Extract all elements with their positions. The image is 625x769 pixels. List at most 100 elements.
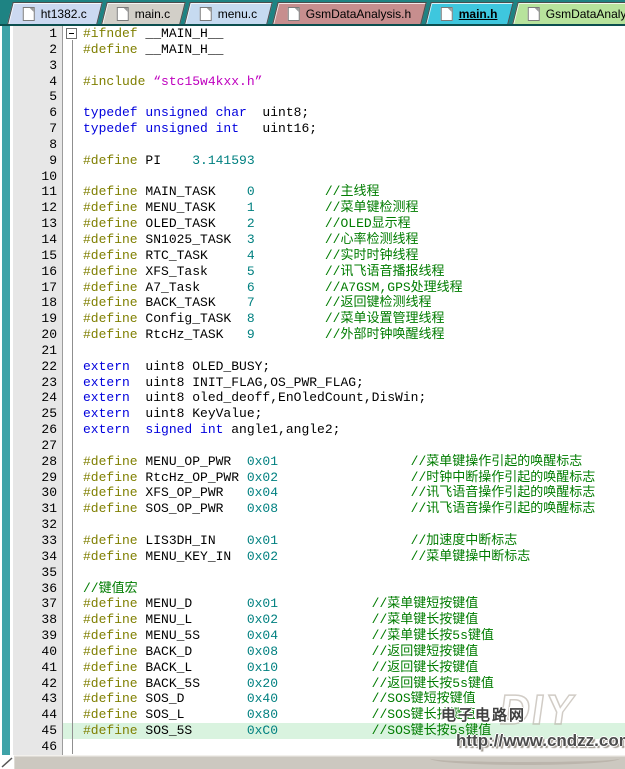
code-line[interactable]: 38 #define MENU_L 0x02 //菜单键长按键值 [13,612,625,629]
watermark-url: http://www.cndzz.com/ [456,731,625,750]
fold-guide-line [72,40,73,754]
line-number: 1 [13,26,63,42]
watermark-swoosh [430,752,620,765]
tab-label: GsmDataAnalysis.c [545,6,625,21]
resize-grip-icon [0,755,14,769]
code-line[interactable]: 39 #define MENU_5S 0x04 //菜单键长按5s键值 [13,628,625,644]
code-line[interactable]: 40 #define BACK_D 0x08 //返回键短按键值 [13,643,625,660]
code-line[interactable]: 19 #define Config_TASK 8 //菜单设置管理线程 [13,311,625,328]
code-text: #define MENU_L 0x02 //菜单键长按键值 [83,612,479,628]
code-text: #ifndef __MAIN_H__ [83,26,224,41]
line-number: 18 [13,295,63,312]
code-line[interactable]: 11 #define MAIN_TASK 0 //主线程 [13,184,625,201]
line-number: 12 [13,200,63,217]
line-number: 35 [13,564,63,581]
code-line[interactable]: 20 #define RtcHz_TASK 9 //外部时钟唤醒线程 [13,327,625,343]
line-number: 38 [13,612,63,629]
code-text: #define SOS_L 0x80 //SOS键长按键值 [83,707,476,723]
code-text: #define Config_TASK 8 //菜单设置管理线程 [83,311,445,327]
code-line[interactable]: 12 #define MENU_TASK 1 //菜单键检测程 [13,200,625,217]
code-line[interactable]: 8 [13,136,625,153]
code-line[interactable]: 26 extern signed int angle1,angle2; [13,422,625,438]
code-line[interactable]: 17 #define A7_Task 6 //A7GSM,GPS处理线程 [13,279,625,296]
line-number: 40 [13,643,63,660]
code-line[interactable]: 45 #define SOS_5S 0xC0 //SOS键长按5s键值 [13,723,625,739]
code-text: extern uint8 OLED_BUSY; [83,358,271,374]
line-number: 14 [13,231,63,248]
line-number: 19 [13,311,63,328]
code-line[interactable]: 31 #define SOS_OP_PWR 0x08 //讯飞语音操作引起的唤醒标… [13,501,625,518]
code-text: #define BACK_5S 0x20 //返回键长按5s键值 [83,675,494,691]
code-line[interactable]: 16 #define XFS_Task 5 //讯飞语音播报线程 [13,263,625,280]
code-line[interactable]: 30 #define XFS_OP_PWR 0x04 //讯飞语音操作引起的唤醒标… [13,485,625,502]
code-line[interactable]: 6 typedef unsigned char uint8; [13,105,625,122]
line-number: 13 [13,216,63,232]
line-number: 2 [13,41,63,58]
code-line[interactable]: 10 [13,168,625,185]
code-line[interactable]: 14 #define SN1025_TASK 3 //心率检测线程 [13,231,625,248]
code-line[interactable]: 3 [13,57,625,74]
code-editor[interactable]: 1 #ifndef __MAIN_H__ 2 #define __MAIN_H__ 3 4… [0,26,625,755]
line-number: 16 [13,263,63,280]
fold-collapse-icon[interactable] [66,28,77,39]
line-number: 20 [13,327,63,343]
tab-main.c[interactable]: main.c [101,2,187,24]
code-line[interactable]: 5 [13,89,625,106]
code-line[interactable]: 43 #define SOS_D 0x40 //SOS键短按键值 [13,691,625,708]
code-line[interactable]: 28 #define MENU_OP_PWR 0x01 //菜单键操作引起的唤醒标… [13,453,625,470]
line-number: 21 [13,342,63,359]
code-line[interactable]: 22 extern uint8 OLED_BUSY; [13,358,625,375]
line-number: 26 [13,422,63,438]
line-number: 8 [13,136,63,153]
code-text: #define SN1025_TASK 3 //心率检测线程 [83,231,419,247]
code-text [82,438,625,454]
code-line[interactable]: 23 extern uint8 INIT_FLAG,OS_PWR_FLAG; [13,374,625,391]
line-number: 44 [13,707,63,724]
code-line[interactable]: 46 [13,738,625,755]
code-text [82,565,625,581]
code-line[interactable]: 32 [13,517,625,533]
line-number: 11 [13,184,63,201]
code-line[interactable]: 2 #define __MAIN_H__ [13,41,625,58]
code-line[interactable]: 21 [13,342,625,359]
code-line[interactable]: 35 [13,564,625,581]
code-line[interactable]: 44 #define SOS_L 0x80 //SOS键长按键值 [13,707,625,724]
code-line[interactable]: 24 extern uint8 oled_deoff,EnOledCount,Di… [13,390,625,407]
code-line[interactable]: 9 #define PI 3.141593 [13,152,625,169]
code-line[interactable]: 27 [13,437,625,454]
code-text: typedef unsigned int uint16; [83,121,318,137]
document-icon [22,6,35,21]
code-line[interactable]: 18 #define BACK_TASK 7 //返回键检测线程 [13,295,625,312]
code-text: //键值宏 [83,580,138,596]
line-number: 22 [13,358,63,375]
line-number: 39 [13,628,63,644]
tab-main.h[interactable]: main.h [425,2,514,24]
code-line[interactable]: 42 #define BACK_5S 0x20 //返回键长按5s键值 [13,675,625,692]
watermark-site-name: 电子电路网 [441,707,527,724]
document-icon [200,6,213,21]
tab-menu.c[interactable]: menu.c [184,2,274,24]
code-line[interactable]: 25 extern uint8 KeyValue; [13,406,625,423]
code-text [82,169,625,185]
code-line[interactable]: 33 #define LIS3DH_IN 0x01 //加速度中断标志 [13,533,625,549]
tab-ht1382.c[interactable]: ht1382.c [7,2,103,24]
code-line[interactable]: 37 #define MENU_D 0x01 //菜单键短按键值 [13,596,625,613]
code-text: #define MENU_D 0x01 //菜单键短按键值 [83,596,479,612]
line-number: 4 [13,73,63,90]
code-text [82,517,625,533]
line-number: 41 [13,659,63,676]
code-text [82,137,625,153]
code-line[interactable]: 4 #include “stc15w4kxx.h” [13,73,625,90]
code-line[interactable]: 15 #define RTC_TASK 4 //实时时钟线程 [13,247,625,264]
code-line[interactable]: 41 #define BACK_L 0x10 //返回键长按键值 [13,659,625,676]
code-line[interactable]: 1 #ifndef __MAIN_H__ [13,26,625,42]
line-number: 15 [13,247,63,264]
tab-GsmDataAnalysis.c[interactable]: GsmDataAnalysis.c [512,2,625,24]
code-line[interactable]: 34 #define MENU_KEY_IN 0x02 //菜单键操中断标志 [13,548,625,565]
code-line[interactable]: 7 typedef unsigned int uint16; [13,121,625,137]
code-line[interactable]: 13 #define OLED_TASK 2 //OLED显示程 [13,216,625,232]
tab-GsmDataAnalysis.h[interactable]: GsmDataAnalysis.h [272,2,427,24]
code-text: extern uint8 oled_deoff,EnOledCount,DisW… [83,390,427,406]
code-line[interactable]: 36 //键值宏 [13,580,625,597]
code-line[interactable]: 29 #define RtcHz_OP_PWR 0x02 //时钟中断操作引起的唤… [13,469,625,486]
